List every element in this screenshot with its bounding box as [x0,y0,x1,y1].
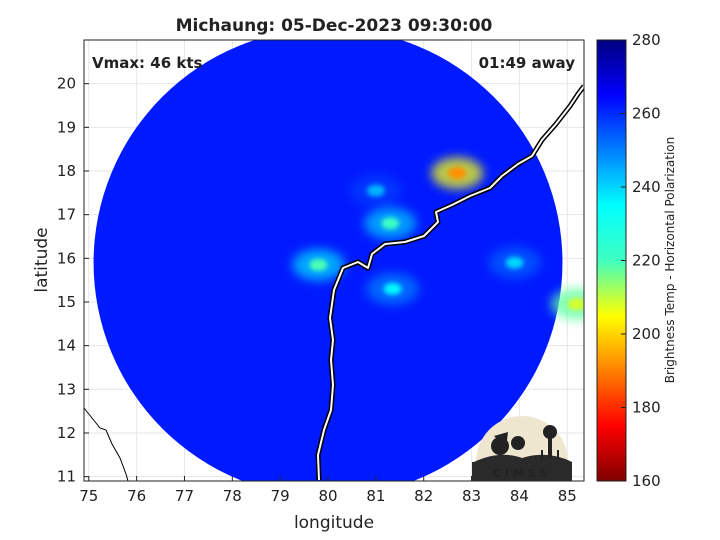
y-tick-label: 14 [57,337,76,355]
coastline-highlight [317,85,584,481]
x-tick-label: 75 [79,487,98,505]
y-tick-label: 20 [57,75,76,93]
x-tick-label: 84 [510,487,529,505]
y-axis-ticks: 11 12 13 14 15 16 17 18 19 20 [57,75,89,486]
feature-core [567,298,584,311]
vmax-annotation: Vmax: 46 kts [92,54,202,72]
x-axis-label: longitude [294,513,374,533]
feature-core [383,282,402,295]
feature-core [448,167,467,180]
y-tick-label: 11 [57,468,76,486]
y-tick-label: 19 [57,118,76,136]
cold-features [292,157,584,321]
feature-core [505,256,524,269]
feature-core [381,217,400,230]
x-tick-label: 82 [414,487,433,505]
feature-core [366,184,385,197]
colorbar-tick-label: 200 [632,325,661,343]
colorbar-tick-label: 240 [632,178,661,196]
colorbar-tick-label: 160 [632,472,661,490]
colorbar-tick-label: 260 [632,105,661,123]
colorbar-ticks: 160 180 200 220 240 260 280 [621,31,661,490]
feature-halo [550,288,584,321]
colorbar-label: Brightness Temp - Horizontal Polarizatio… [663,137,677,384]
cimss-logo: CIMSS [472,416,572,481]
x-tick-label: 85 [558,487,577,505]
y-tick-label: 16 [57,249,76,267]
y-tick-label: 13 [57,380,76,398]
colorbar-tick-label: 280 [632,31,661,49]
y-tick-label: 18 [57,162,76,180]
x-tick-label: 80 [318,487,337,505]
time-away-annotation: 01:49 away [479,54,576,72]
plot-frame [83,39,585,482]
colorbar-tick-label: 220 [632,252,661,270]
y-tick-label: 15 [57,293,76,311]
x-axis-ticks: 75 76 77 78 79 80 81 82 83 84 85 [79,476,577,505]
x-tick-label: 83 [462,487,481,505]
colorbar-tick-label: 180 [632,399,661,417]
x-tick-label: 78 [223,487,242,505]
y-tick-label: 12 [57,424,76,442]
x-tick-label: 81 [366,487,385,505]
y-axis-label: latitude [32,227,52,292]
coastline-west [84,407,129,481]
logo-text: CIMSS [493,467,551,480]
chart-title: Michaung: 05-Dec-2023 09:30:00 [176,16,493,36]
x-tick-label: 79 [271,487,290,505]
y-tick-label: 17 [57,206,76,224]
x-tick-label: 77 [175,487,194,505]
feature-core [309,258,328,271]
x-tick-label: 76 [127,487,146,505]
